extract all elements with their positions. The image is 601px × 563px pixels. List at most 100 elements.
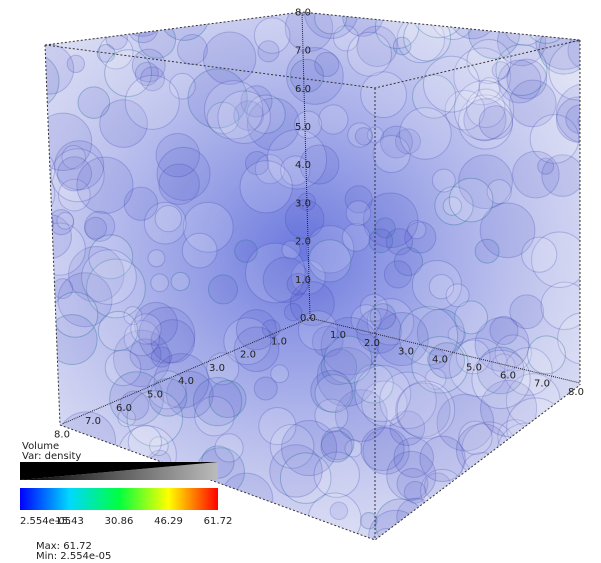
- blob: [361, 72, 407, 118]
- left-axis-label: 5.0: [147, 390, 163, 401]
- blob: [531, 438, 574, 481]
- blob: [497, 463, 554, 520]
- colorbar-tick-label: 46.29: [154, 516, 183, 527]
- right-axis-label: 4.0: [432, 354, 448, 365]
- blob: [446, 284, 469, 307]
- left-axis-label: 8.0: [54, 429, 70, 440]
- blob: [77, 157, 133, 213]
- colorbar-ticks: 2.554e-0515.4330.8646.2961.72: [20, 516, 232, 527]
- blob: [148, 250, 165, 267]
- blob: [517, 475, 569, 527]
- blob: [209, 381, 246, 418]
- blob: [20, 208, 53, 241]
- blob: [7, 170, 55, 218]
- right-axis-label: 2.0: [364, 338, 380, 349]
- vertical-axis-label: 5.0: [295, 122, 311, 133]
- blob: [309, 240, 351, 282]
- blob: [394, 438, 434, 478]
- vertical-axis-label: 1.0: [295, 275, 311, 286]
- blob: [397, 381, 454, 438]
- blob: [240, 161, 292, 213]
- blob: [155, 205, 181, 231]
- blob: [47, 315, 97, 365]
- left-axis-label: 1.0: [271, 336, 287, 347]
- vertical-axis-label: 0.0: [300, 313, 316, 324]
- blob: [82, 250, 137, 305]
- left-axis-label: 2.0: [240, 350, 256, 361]
- blob: [308, 493, 361, 546]
- blob: [510, 466, 537, 493]
- blob: [462, 508, 490, 536]
- blob: [400, 108, 452, 160]
- right-axis-label: 8.0: [568, 387, 584, 398]
- left-axis-label: 3.0: [209, 363, 225, 374]
- blob: [177, 35, 207, 65]
- blob: [502, 464, 555, 517]
- blob: [57, 212, 74, 229]
- blob: [479, 106, 512, 139]
- blob: [128, 425, 161, 458]
- blob: [423, 56, 479, 112]
- vertical-axis-label: 2.0: [295, 237, 311, 248]
- blob: [507, 59, 547, 99]
- blob: [456, 424, 508, 476]
- blob: [556, 443, 601, 490]
- blob: [182, 233, 217, 268]
- vertical-axis-label: 4.0: [295, 160, 311, 171]
- blob: [490, 316, 518, 344]
- blob: [171, 272, 189, 290]
- blob: [12, 149, 55, 192]
- blob: [282, 420, 337, 475]
- vertical-axis-label: 3.0: [295, 198, 311, 209]
- blob: [315, 375, 353, 413]
- volume-render: 0.0 1.0 2.0 3.0 4.0 5.0 6.0 7.0 8.0 1.0 2.0 3.0 4.0 5…: [0, 0, 601, 563]
- blob: [449, 178, 493, 222]
- colorbar-tick-label: 15.43: [55, 516, 84, 527]
- blob: [258, 41, 279, 62]
- colorbar-tick-label: 30.86: [105, 516, 134, 527]
- blob: [369, 229, 393, 253]
- blob: [507, 398, 565, 456]
- legend-min: Min: 2.554e-05: [36, 551, 111, 562]
- blob: [522, 237, 557, 272]
- blob: [215, 434, 243, 462]
- right-axis-label: 5.0: [466, 363, 482, 374]
- right-axis-label: 1.0: [330, 330, 346, 341]
- left-axis-label: 6.0: [116, 403, 132, 414]
- blob: [203, 32, 255, 84]
- blob: [541, 411, 589, 459]
- blob: [346, 201, 371, 226]
- blob: [319, 105, 348, 134]
- blob: [475, 239, 499, 263]
- right-axis-label: 7.0: [534, 379, 550, 390]
- blob: [552, 436, 586, 470]
- blob: [504, 3, 546, 45]
- vertical-axis-label: 7.0: [295, 46, 311, 57]
- blob: [432, 169, 455, 192]
- blob: [488, 498, 545, 555]
- blob: [513, 151, 560, 198]
- blob: [151, 347, 171, 367]
- blob: [271, 365, 289, 383]
- blob: [372, 529, 402, 559]
- blob: [24, 44, 74, 94]
- blob: [156, 133, 199, 176]
- blob: [25, 225, 41, 241]
- blob: [404, 14, 451, 61]
- blob: [131, 314, 161, 344]
- blob: [549, 42, 601, 101]
- blob: [209, 275, 238, 304]
- blob: [85, 19, 105, 39]
- blob: [348, 32, 392, 76]
- blob: [106, 28, 128, 50]
- blob: [528, 336, 566, 374]
- blob: [563, 431, 579, 447]
- blob: [258, 506, 278, 526]
- blob: [85, 211, 115, 241]
- blob: [315, 52, 339, 76]
- left-axis-label: 7.0: [85, 416, 101, 427]
- vertical-axis-label: 8.0: [295, 7, 311, 18]
- blob: [218, 91, 270, 143]
- colorbar-tick-label: 61.72: [204, 516, 233, 527]
- blob: [567, 532, 597, 562]
